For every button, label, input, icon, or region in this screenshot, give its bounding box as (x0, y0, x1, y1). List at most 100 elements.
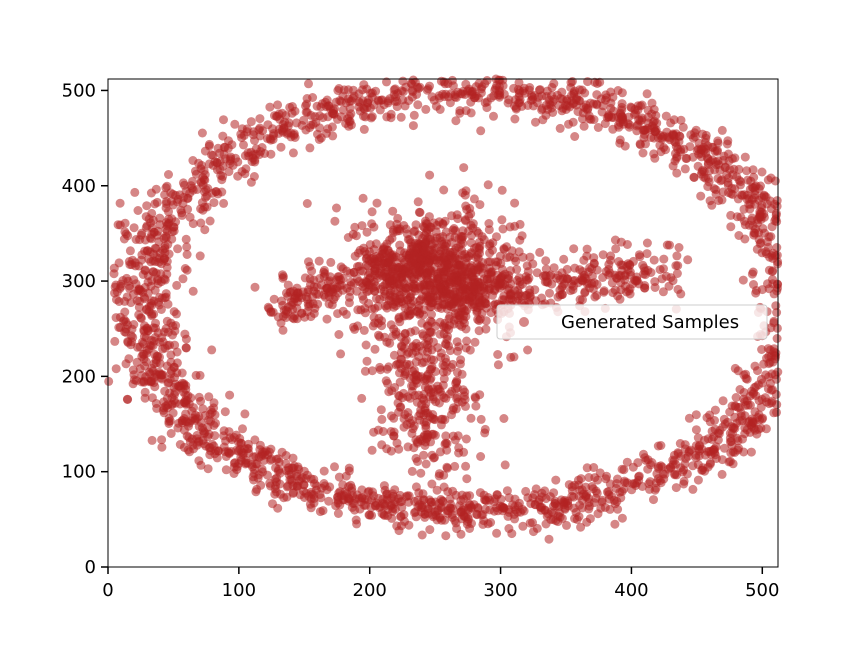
scatter-point (615, 487, 625, 497)
scatter-point (599, 287, 609, 297)
scatter-point (404, 282, 414, 292)
scatter-point (664, 281, 674, 291)
scatter-point (717, 469, 727, 479)
scatter-point (549, 263, 559, 273)
scatter-point (162, 221, 172, 231)
scatter-point (399, 422, 409, 432)
scatter-point (758, 413, 768, 423)
scatter-point (408, 121, 418, 131)
scatter-point (133, 286, 143, 296)
scatter-point (579, 255, 589, 265)
scatter-point (642, 238, 652, 248)
scatter-point (671, 261, 681, 271)
scatter-point (325, 287, 335, 297)
legend: Generated Samples (496, 304, 768, 340)
scatter-point (174, 381, 184, 391)
scatter-point (248, 130, 258, 140)
scatter-point (726, 189, 736, 199)
scatter-point (397, 497, 407, 506)
scatter-point (130, 187, 140, 197)
scatter-point (764, 372, 774, 382)
scatter-point (211, 187, 221, 197)
scatter-point (528, 518, 537, 528)
scatter-point (263, 120, 273, 130)
scatter-point (452, 367, 462, 377)
scatter-point (322, 314, 332, 324)
scatter-point (209, 441, 219, 451)
scatter-point (123, 231, 133, 241)
scatter-point (300, 312, 310, 322)
scatter-point (279, 124, 289, 134)
scatter-point (497, 215, 507, 225)
scatter-point (266, 149, 276, 159)
scatter-point (772, 308, 782, 317)
scatter-point (262, 470, 272, 480)
scatter-point (354, 89, 364, 99)
scatter-point (523, 493, 533, 503)
scatter-point (143, 288, 153, 298)
scatter-point (541, 256, 551, 266)
scatter-point (419, 245, 429, 255)
scatter-point (384, 253, 394, 263)
scatter-point (485, 284, 495, 294)
scatter-point (160, 241, 170, 251)
scatter-point (373, 95, 383, 105)
scatter-point (442, 462, 452, 472)
scatter-point (467, 249, 477, 259)
scatter-point (383, 96, 393, 106)
scatter-point (225, 156, 235, 166)
scatter-point (472, 306, 482, 316)
scatter-point (375, 266, 385, 276)
scatter-point (495, 251, 505, 261)
y-tick-label: 200 (62, 366, 96, 387)
scatter-point (250, 435, 260, 445)
scatter-point (749, 280, 758, 289)
scatter-point (537, 488, 547, 498)
scatter-point (204, 415, 214, 425)
scatter-point (129, 223, 139, 233)
scatter-point (389, 302, 399, 312)
scatter-point (182, 250, 192, 259)
scatter-point (478, 519, 488, 529)
scatter-point (197, 128, 207, 138)
scatter-point (191, 370, 201, 380)
scatter-point (200, 146, 210, 156)
scatter-point (555, 123, 565, 133)
scatter-point (615, 294, 625, 304)
scatter-point (640, 283, 649, 293)
scatter-point (459, 503, 469, 513)
scatter-point (142, 201, 152, 211)
scatter-point (595, 468, 605, 478)
scatter-point (508, 295, 517, 305)
scatter-point (460, 395, 470, 404)
scatter-point (475, 200, 485, 210)
scatter-point (369, 427, 379, 437)
scatter-point (273, 503, 283, 513)
scatter-point (459, 511, 469, 521)
scatter-point (472, 242, 481, 252)
scatter-point (740, 152, 750, 162)
scatter-point (696, 148, 706, 158)
scatter-point (771, 374, 781, 384)
scatter-point (661, 111, 671, 121)
scatter-point (723, 136, 733, 146)
scatter-point (669, 115, 679, 125)
scatter-point (178, 274, 188, 284)
scatter-point (345, 286, 355, 296)
scatter-point (361, 340, 371, 350)
scatter-point (592, 99, 602, 109)
scatter-point (170, 340, 180, 350)
scatter-point (622, 457, 632, 467)
scatter-point (476, 414, 486, 424)
scatter-point (466, 108, 476, 118)
scatter-point (279, 493, 289, 503)
scatter-point (325, 272, 335, 282)
scatter-point (344, 298, 354, 308)
scatter-point (772, 334, 782, 343)
scatter-point (181, 417, 191, 427)
scatter-point (431, 367, 441, 376)
scatter-point (397, 86, 407, 96)
scatter-point (593, 509, 603, 519)
scatter-point (362, 287, 372, 297)
scatter-point (304, 79, 313, 89)
